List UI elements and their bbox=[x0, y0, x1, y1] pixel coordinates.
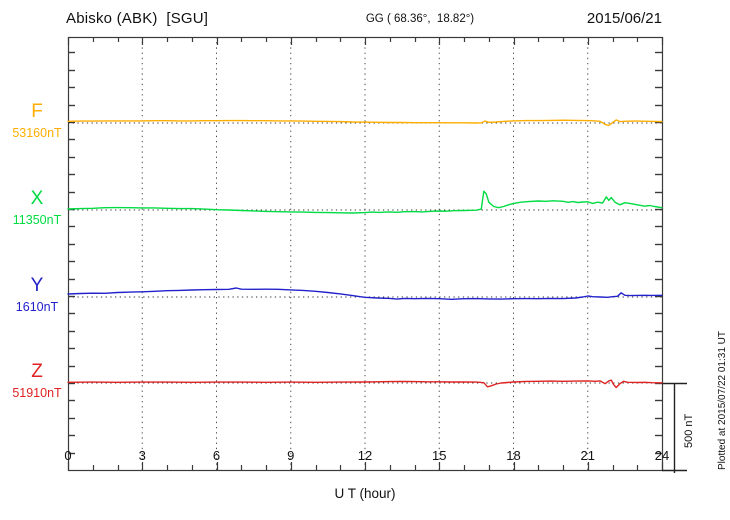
trace-F bbox=[67, 119, 663, 127]
trace-Z bbox=[67, 379, 663, 389]
x-tick-label-12: 12 bbox=[357, 448, 373, 463]
x-tick-label-24: 24 bbox=[654, 448, 670, 463]
channel-base-value-F: 53160nT bbox=[12, 126, 62, 140]
x-tick-label-6: 6 bbox=[212, 448, 221, 463]
x-axis-title: U T (hour) bbox=[334, 486, 396, 501]
geographic-coords-label: GG ( 68.36°, 18.82°) bbox=[365, 13, 475, 25]
channel-letter-Z: Z bbox=[31, 361, 43, 382]
x-tick-label-0: 0 bbox=[64, 448, 72, 463]
channel-label-Y: Y 1610nT bbox=[8, 276, 66, 314]
channel-letter-X: X bbox=[30, 188, 44, 209]
x-axis-ticks bbox=[67, 37, 664, 470]
channel-base-value-X: 11350nT bbox=[12, 213, 62, 227]
channel-label-X: X 11350nT bbox=[8, 189, 66, 227]
y-axis-ticks bbox=[68, 51, 662, 455]
x-tick-label-3: 3 bbox=[138, 448, 146, 463]
gridlines bbox=[141, 37, 589, 470]
channel-label-F: F 53160nT bbox=[8, 102, 66, 140]
channel-base-value-Y: 1610nT bbox=[15, 300, 59, 314]
channel-letter-Y: Y bbox=[30, 275, 44, 296]
x-tick-label-21: 21 bbox=[580, 448, 595, 463]
traces bbox=[67, 119, 663, 389]
channel-label-Z: Z 51910nT bbox=[8, 362, 66, 400]
date-label: 2015/06/21 bbox=[586, 10, 662, 27]
trace-X bbox=[67, 190, 663, 214]
channel-letter-F: F bbox=[31, 101, 43, 122]
plot-frame bbox=[67, 36, 664, 472]
trace-Y bbox=[67, 287, 663, 300]
scale-bar bbox=[662, 382, 687, 473]
station-title: Abisko (ABK) [SGU] bbox=[66, 10, 209, 27]
x-tick-label-18: 18 bbox=[506, 448, 521, 463]
x-tick-label-15: 15 bbox=[432, 448, 447, 463]
x-tick-label-9: 9 bbox=[287, 448, 295, 463]
plotted-timestamp-note: Plotted at 2015/07/22 01:31 UT bbox=[717, 331, 728, 470]
channel-base-value-Z: 51910nT bbox=[12, 386, 62, 400]
scale-bar-label: 500 nT bbox=[683, 413, 695, 448]
